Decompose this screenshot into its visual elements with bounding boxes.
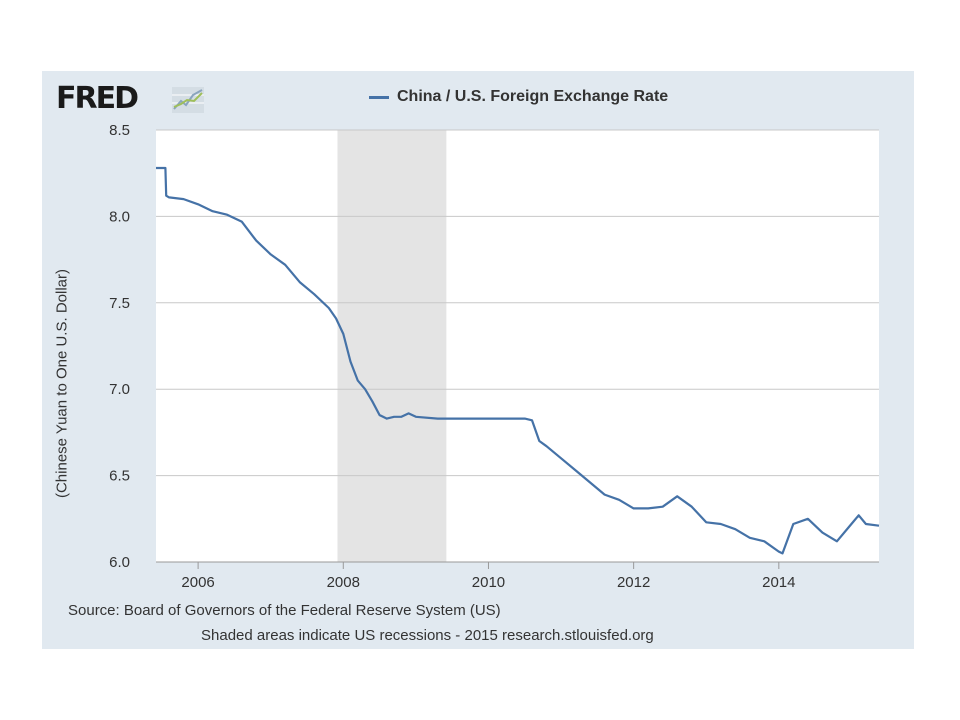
x-tick-label: 2006 bbox=[181, 574, 214, 591]
x-tick-label: 2012 bbox=[617, 574, 650, 591]
line-chart-icon bbox=[172, 87, 204, 113]
legend-label: China / U.S. Foreign Exchange Rate bbox=[397, 88, 669, 105]
recession-band bbox=[337, 130, 447, 562]
chart-panel: FRED China / U.S. Foreign Exchange Rate … bbox=[42, 71, 914, 649]
y-tick-label: 8.5 bbox=[109, 122, 130, 139]
source-note: Source: Board of Governors of the Federa… bbox=[68, 602, 501, 619]
line-chart: 6.0 6.5 7.0 7.5 8.0 8.5 2006 2008 2010 2012 2014 bbox=[109, 122, 880, 591]
plot-area bbox=[156, 130, 879, 562]
y-tick-label: 8.0 bbox=[109, 208, 130, 225]
y-tick-label: 6.5 bbox=[109, 468, 130, 485]
x-tick-label: 2014 bbox=[762, 574, 795, 591]
y-tick-label: 7.0 bbox=[109, 381, 130, 398]
logo-text: FRED bbox=[56, 81, 139, 116]
x-tick-label: 2010 bbox=[472, 574, 505, 591]
recession-note: Shaded areas indicate US recessions - 20… bbox=[201, 627, 654, 644]
y-axis-label: (Chinese Yuan to One U.S. Dollar) bbox=[53, 269, 71, 499]
y-tick-label: 6.0 bbox=[109, 554, 130, 571]
chart-legend: China / U.S. Foreign Exchange Rate bbox=[369, 86, 668, 108]
x-tick-label: 2008 bbox=[327, 574, 360, 591]
legend-swatch bbox=[369, 95, 389, 99]
series-line bbox=[156, 166, 880, 555]
y-tick-label: 7.5 bbox=[109, 295, 130, 312]
